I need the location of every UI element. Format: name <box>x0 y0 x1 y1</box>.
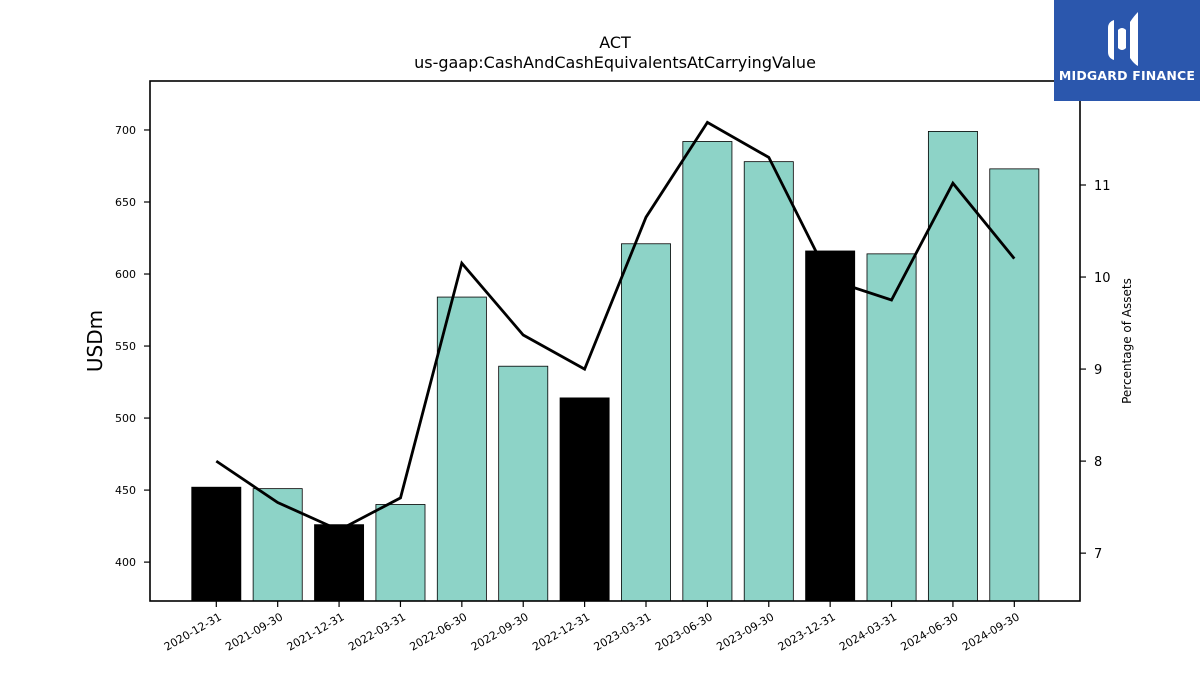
bar-2023-03-31 <box>621 243 671 602</box>
y-tick-label-700: 700 <box>115 124 136 137</box>
percentage-of-assets-line <box>215 120 1016 532</box>
bar-2023-09-30 <box>743 161 794 602</box>
x-tick-label-2023-03-31: 2023-03-31 <box>592 610 654 653</box>
y2-axis-label: Percentage of Assets <box>1120 278 1134 404</box>
x-tick-label-2022-12-31: 2022-12-31 <box>530 610 592 653</box>
y-tick-label-600: 600 <box>115 268 136 281</box>
y2-tick-label-7: 7 <box>1094 547 1102 562</box>
x-tick-label-2021-12-31: 2021-12-31 <box>285 610 347 653</box>
x-tick-label-2024-06-30: 2024-06-30 <box>899 610 961 653</box>
x-tick-label-2023-09-30: 2023-09-30 <box>714 610 776 653</box>
bar-2021-12-31 <box>314 524 365 602</box>
x-tick-label-2022-03-31: 2022-03-31 <box>346 610 408 653</box>
y-tick-label-500: 500 <box>115 412 136 425</box>
bar-2022-12-31 <box>559 397 610 602</box>
y-axis-label: USDm <box>83 310 107 372</box>
y2-tick-label-9: 9 <box>1094 363 1102 378</box>
y2-tick-label-8: 8 <box>1094 455 1102 470</box>
midgard-finance-logo: MIDGARD FINANCE <box>1054 0 1200 101</box>
y-tick-label-450: 450 <box>115 484 136 497</box>
x-tick-label-2022-09-30: 2022-09-30 <box>469 610 531 653</box>
x-tick-label-2023-12-31: 2023-12-31 <box>776 610 838 653</box>
y-tick-label-650: 650 <box>115 196 136 209</box>
x-tick-label-2023-06-30: 2023-06-30 <box>653 610 715 653</box>
y2-tick-label-11: 11 <box>1094 179 1111 194</box>
x-tick-label-2022-06-30: 2022-06-30 <box>407 610 469 653</box>
y-tick-label-400: 400 <box>115 556 136 569</box>
y2-tick-label-10: 10 <box>1094 271 1111 286</box>
bar-2022-09-30 <box>498 365 549 602</box>
bar-2023-12-31 <box>805 250 856 602</box>
logo-text: MIDGARD FINANCE <box>1058 68 1196 83</box>
chart-title: ACT <box>599 33 631 52</box>
chart-subtitle: us-gaap:CashAndCashEquivalentsAtCarrying… <box>414 53 816 72</box>
bar-2024-09-30 <box>989 168 1040 602</box>
bar-2024-03-31 <box>866 253 917 602</box>
bar-2022-06-30 <box>436 296 487 602</box>
x-tick-label-2024-03-31: 2024-03-31 <box>837 610 899 653</box>
bar-2023-06-30 <box>682 141 733 602</box>
midgard-logo-icon <box>1108 12 1138 66</box>
bar-2020-12-31 <box>191 486 242 602</box>
y-tick-label-550: 550 <box>115 340 136 353</box>
bar-2024-06-30 <box>927 131 978 602</box>
x-tick-label-2021-09-30: 2021-09-30 <box>223 610 285 653</box>
bar-2021-09-30 <box>252 488 303 602</box>
bar-2022-03-31 <box>375 504 426 602</box>
x-tick-label-2020-12-31: 2020-12-31 <box>162 610 224 653</box>
x-tick-label-2024-09-30: 2024-09-30 <box>960 610 1022 653</box>
plot-frame <box>149 80 1081 602</box>
